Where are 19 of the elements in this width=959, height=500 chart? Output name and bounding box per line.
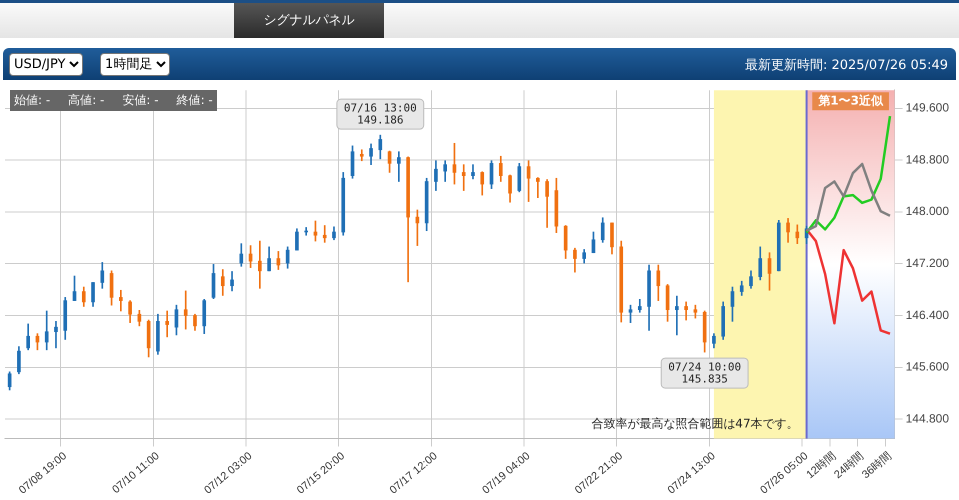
y-tick-label: 146.400 bbox=[906, 308, 950, 322]
annotation: 終値: - bbox=[176, 92, 213, 109]
annotation: 07/24 10:00 145.835 bbox=[668, 360, 742, 386]
annotation: 安値: - bbox=[122, 92, 159, 109]
text: シグナルパネル bbox=[234, 3, 384, 38]
annotation: 合致率が最高な照合範囲は47本です。 bbox=[591, 416, 799, 431]
band-label: 第1〜3近似 bbox=[817, 93, 884, 108]
y-tick-label: 149.600 bbox=[906, 100, 950, 115]
y-tick-label: 145.600 bbox=[906, 360, 950, 374]
text: USD/JPY bbox=[9, 53, 83, 76]
annotation: 07/16 13:00 149.186 bbox=[344, 101, 417, 126]
y-tick-label: 148.000 bbox=[906, 204, 950, 218]
text: 1時間足 bbox=[100, 53, 170, 76]
y-tick-label: 147.200 bbox=[906, 256, 950, 270]
annotation: 高値: - bbox=[68, 92, 104, 109]
text: 最新更新時間: 2025/07/26 05:49 bbox=[744, 57, 948, 74]
y-tick-label: 148.800 bbox=[906, 152, 950, 166]
annotation: 始値: - bbox=[14, 92, 50, 109]
y-tick-label: 144.800 bbox=[906, 411, 950, 426]
